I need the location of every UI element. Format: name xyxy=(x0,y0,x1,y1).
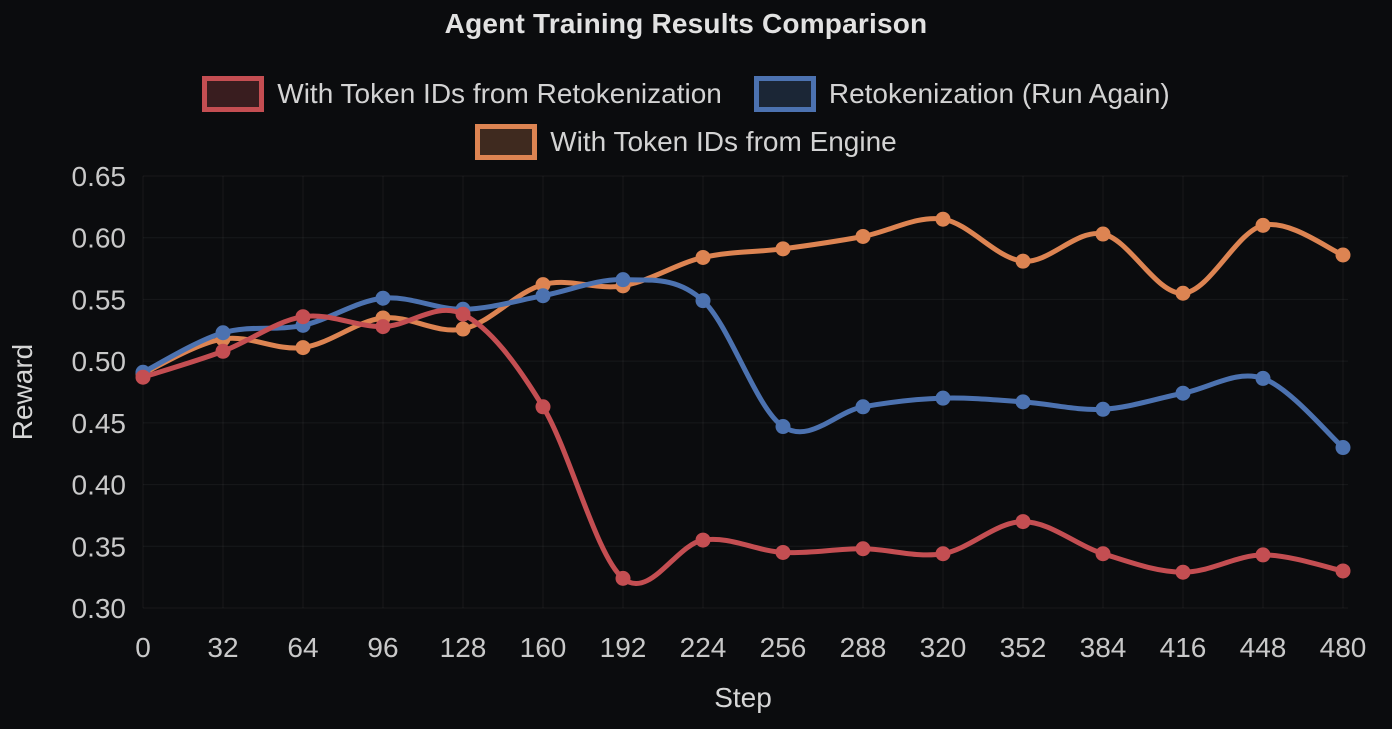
x-tick-label: 352 xyxy=(1000,632,1047,663)
legend-swatch-icon xyxy=(753,76,816,112)
x-axis-tick-labels: 0 32 64 96 128 160 192 224 256 288 320 352 384 416 448… xyxy=(135,632,1366,663)
data-point[interactable] xyxy=(775,419,791,435)
x-tick-label: 64 xyxy=(287,632,318,663)
data-point[interactable] xyxy=(615,272,631,288)
x-tick-label: 288 xyxy=(840,632,887,663)
data-point[interactable] xyxy=(215,343,231,359)
data-point[interactable] xyxy=(1175,564,1191,580)
x-tick-label: 224 xyxy=(680,632,727,663)
data-point[interactable] xyxy=(135,369,151,385)
data-point[interactable] xyxy=(855,399,871,415)
x-axis-title: Step xyxy=(714,682,772,713)
y-tick-label: 0.50 xyxy=(72,346,127,377)
data-point[interactable] xyxy=(1335,247,1351,263)
data-point[interactable] xyxy=(1015,514,1031,530)
x-tick-label: 0 xyxy=(135,632,151,663)
data-point[interactable] xyxy=(1095,401,1111,417)
data-point[interactable] xyxy=(855,228,871,244)
data-point[interactable] xyxy=(455,306,471,322)
legend-item-retokenization-run-again[interactable]: Retokenization (Run Again) xyxy=(753,76,1170,112)
data-point[interactable] xyxy=(1335,563,1351,579)
series-line xyxy=(140,277,1346,451)
y-tick-label: 0.35 xyxy=(72,531,127,562)
data-point[interactable] xyxy=(695,532,711,548)
data-point[interactable] xyxy=(535,288,551,304)
series-line xyxy=(140,307,1346,587)
x-tick-label: 96 xyxy=(367,632,398,663)
data-point[interactable] xyxy=(535,399,551,415)
y-tick-label: 0.40 xyxy=(72,470,127,501)
data-point[interactable] xyxy=(1095,546,1111,562)
y-axis-tick-labels: 0.65 0.60 0.55 0.50 0.45 0.40 0.35 0.30 xyxy=(72,161,127,624)
series-line xyxy=(140,216,1346,376)
x-tick-label: 192 xyxy=(600,632,647,663)
series-retokenization-run-again xyxy=(135,272,1351,456)
data-point[interactable] xyxy=(935,211,951,227)
legend-label: Retokenization (Run Again) xyxy=(828,78,1170,109)
x-tick-label: 128 xyxy=(440,632,487,663)
x-tick-label: 416 xyxy=(1160,632,1207,663)
data-point[interactable] xyxy=(375,319,391,335)
y-axis-title: Reward xyxy=(7,344,38,440)
legend-label: With Token IDs from Engine xyxy=(550,126,897,157)
y-tick-label: 0.30 xyxy=(72,593,127,624)
data-point[interactable] xyxy=(215,325,231,341)
data-point[interactable] xyxy=(935,390,951,406)
x-tick-label: 384 xyxy=(1080,632,1127,663)
data-point[interactable] xyxy=(1015,394,1031,410)
data-point[interactable] xyxy=(1255,217,1271,233)
legend-row: With Token IDs from Engine xyxy=(475,124,897,160)
x-tick-label: 256 xyxy=(760,632,807,663)
legend-row: With Token IDs from Retokenization Retoke… xyxy=(202,76,1170,112)
data-point[interactable] xyxy=(775,241,791,257)
x-tick-label: 448 xyxy=(1240,632,1287,663)
series-with-token-ids-from-retokenization xyxy=(135,306,1351,587)
x-tick-label: 480 xyxy=(1320,632,1367,663)
data-point[interactable] xyxy=(615,570,631,586)
data-point[interactable] xyxy=(855,541,871,557)
data-point[interactable] xyxy=(1095,226,1111,242)
data-point[interactable] xyxy=(295,309,311,325)
data-point[interactable] xyxy=(1255,370,1271,386)
legend-item-with-token-ids-from-retokenization[interactable]: With Token IDs from Retokenization xyxy=(202,76,722,112)
data-point[interactable] xyxy=(455,321,471,337)
data-point[interactable] xyxy=(1335,440,1351,456)
data-point[interactable] xyxy=(375,290,391,306)
data-point[interactable] xyxy=(1015,253,1031,269)
data-point[interactable] xyxy=(535,277,551,293)
y-tick-label: 0.55 xyxy=(72,284,127,315)
x-tick-label: 320 xyxy=(920,632,967,663)
data-point[interactable] xyxy=(695,249,711,265)
y-tick-label: 0.60 xyxy=(72,223,127,254)
legend-label: With Token IDs from Retokenization xyxy=(277,78,722,109)
chart-title: Agent Training Results Comparison xyxy=(444,8,928,39)
data-point[interactable] xyxy=(1175,385,1191,401)
legend-swatch-icon xyxy=(475,124,538,160)
data-point[interactable] xyxy=(1175,285,1191,301)
legend-item-with-token-ids-from-engine[interactable]: With Token IDs from Engine xyxy=(475,124,897,160)
legend-swatch-icon xyxy=(202,76,265,112)
data-point[interactable] xyxy=(775,544,791,560)
x-tick-label: 32 xyxy=(207,632,238,663)
data-point[interactable] xyxy=(695,293,711,309)
chart-legend: With Token IDs from Retokenization Retoke… xyxy=(0,76,1372,160)
x-tick-label: 160 xyxy=(520,632,567,663)
data-point[interactable] xyxy=(935,546,951,562)
y-tick-label: 0.65 xyxy=(72,161,127,192)
data-point[interactable] xyxy=(295,340,311,356)
data-point[interactable] xyxy=(1255,547,1271,563)
series-with-token-ids-from-engine xyxy=(135,211,1351,381)
y-tick-label: 0.45 xyxy=(72,408,127,439)
